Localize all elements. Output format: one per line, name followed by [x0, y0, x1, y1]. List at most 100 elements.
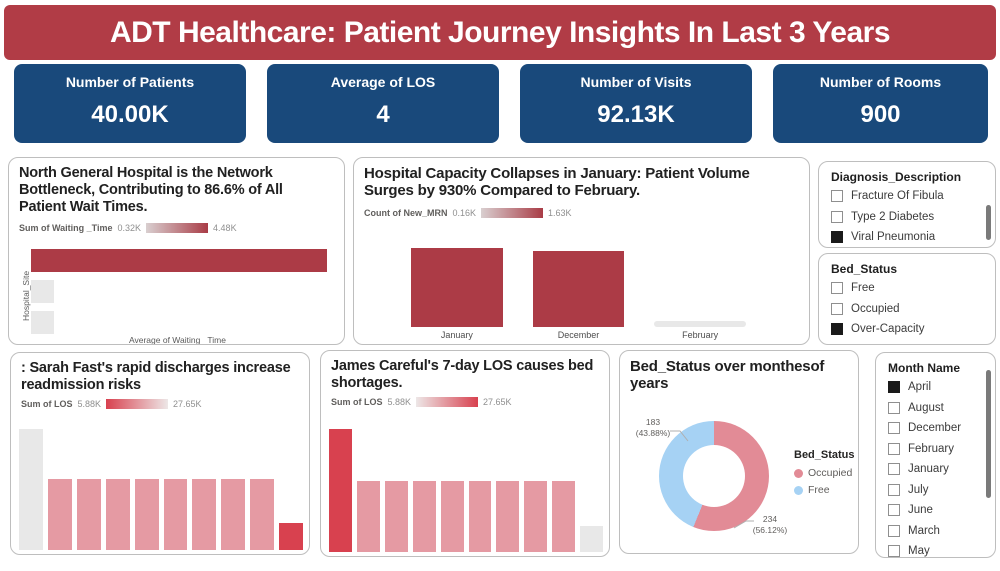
slicer-item-label: Type 2 Diabetes	[851, 210, 935, 223]
kpi-card-patients[interactable]: Number of Patients 40.00K	[14, 64, 246, 143]
category-label: January	[440, 330, 473, 340]
slicer-item[interactable]: May	[888, 541, 995, 557]
color-legend: Count of New_MRN 0.16K 1.63K	[354, 208, 582, 218]
legend-label: Sum of LOS	[21, 399, 73, 409]
bar-8[interactable]	[250, 478, 275, 550]
slicer-item[interactable]: June	[888, 500, 995, 521]
slicer-item-label: Occupied	[851, 302, 900, 315]
slicer-title: Month Name	[888, 361, 960, 375]
chart-title: North General Hospital is the Network Bo…	[19, 165, 283, 215]
bar-0[interactable]	[329, 429, 352, 552]
bar-0[interactable]	[411, 248, 503, 327]
bar-0[interactable]	[31, 249, 327, 272]
slicer-item[interactable]: February	[888, 439, 995, 460]
checkbox[interactable]	[888, 401, 900, 414]
chart-title: James Careful's 7-day LOS causes bed sho…	[331, 358, 594, 391]
bar-2[interactable]	[384, 480, 408, 552]
legend-item-free[interactable]: Free	[794, 484, 855, 496]
bar-3[interactable]	[105, 478, 130, 550]
gradient-legend-swatch	[146, 223, 209, 233]
header-banner: ADT Healthcare: Patient Journey Insights…	[4, 5, 996, 60]
slicer-item[interactable]: Type 2 Diabetes	[831, 207, 995, 228]
gradient-legend-swatch	[416, 397, 479, 407]
bar-1[interactable]	[356, 480, 380, 552]
legend-item-occupied[interactable]: Occupied	[794, 467, 855, 479]
legend-label: Sum of Waiting _Time	[19, 223, 113, 233]
slicer-item[interactable]: Viral Pneumonia	[831, 227, 995, 247]
checkbox[interactable]	[888, 483, 900, 496]
checkbox[interactable]	[888, 524, 900, 537]
checkbox-checked[interactable]	[831, 323, 843, 336]
slicer-item[interactable]: August	[888, 398, 995, 419]
bar-7[interactable]	[524, 480, 548, 552]
donut-label-free: 183 (43.88%)	[628, 417, 678, 439]
donut-label-value: 234	[762, 514, 778, 524]
monthly-volume-chart-panel: Hospital Capacity Collapses in January: …	[353, 157, 810, 345]
bar-1[interactable]	[31, 280, 54, 303]
month-slicer-list: April August December February January July Ju…	[876, 377, 995, 557]
column-chart	[329, 429, 604, 552]
slicer-item[interactable]: Occupied	[831, 299, 995, 320]
legend-item-label: Occupied	[808, 467, 853, 479]
bar-2[interactable]	[654, 321, 747, 327]
bar-0[interactable]	[19, 429, 43, 550]
scrollbar[interactable]	[986, 370, 991, 498]
checkbox[interactable]	[831, 302, 843, 315]
checkbox[interactable]	[888, 463, 900, 476]
kpi-card-los[interactable]: Average of LOS 4	[267, 64, 499, 143]
checkbox-checked[interactable]	[831, 231, 843, 244]
james-los-chart-panel: James Careful's 7-day LOS causes bed sho…	[320, 350, 610, 557]
kpi-value: 4	[376, 101, 390, 128]
kpi-card-rooms[interactable]: Number of Rooms 900	[773, 64, 988, 143]
legend-item-label: Free	[808, 484, 830, 496]
checkbox[interactable]	[831, 190, 843, 203]
slicer-item[interactable]: July	[888, 480, 995, 501]
legend-max: 27.65K	[173, 399, 202, 409]
scrollbar[interactable]	[986, 205, 991, 240]
bar-2[interactable]	[31, 311, 54, 334]
bar-4[interactable]	[440, 480, 464, 552]
checkbox[interactable]	[888, 422, 900, 435]
bar-9[interactable]	[279, 523, 304, 550]
bar-1[interactable]	[532, 251, 625, 327]
bar-9[interactable]	[580, 526, 604, 552]
chart-title: Bed_Status over monthesof years	[630, 358, 825, 393]
donut-chart[interactable]	[659, 421, 769, 531]
slicer-item[interactable]: Free	[831, 278, 995, 299]
occupied-color-dot	[794, 468, 803, 478]
bar-1[interactable]	[47, 478, 72, 550]
bar-4[interactable]	[134, 478, 159, 550]
checkbox[interactable]	[831, 282, 843, 295]
bed-status-slicer-panel: Bed_Status Free Occupied Over-Capacity	[818, 253, 996, 345]
bar-6[interactable]	[496, 480, 520, 552]
kpi-card-visits[interactable]: Number of Visits 92.13K	[520, 64, 752, 143]
slicer-item-label: April	[908, 381, 932, 394]
bar-8[interactable]	[552, 480, 576, 552]
gradient-legend-swatch	[481, 208, 544, 218]
slicer-item-label: July	[908, 483, 929, 496]
checkbox[interactable]	[888, 545, 900, 557]
slicer-item-label: Viral Pneumonia	[851, 231, 936, 244]
slicer-item[interactable]: January	[888, 459, 995, 480]
slicer-item[interactable]: April	[888, 377, 995, 398]
slicer-title: Diagnosis_Description	[831, 170, 962, 184]
bar-3[interactable]	[412, 480, 436, 552]
slicer-item[interactable]: December	[888, 418, 995, 439]
bar-6[interactable]	[192, 478, 217, 550]
kpi-label: Number of Visits	[580, 74, 692, 90]
checkbox[interactable]	[831, 210, 843, 223]
bar-5[interactable]	[468, 480, 492, 552]
slicer-item-label: Fracture Of Fibula	[851, 190, 944, 203]
checkbox[interactable]	[888, 504, 900, 517]
bar-5[interactable]	[163, 478, 188, 550]
checkbox-checked[interactable]	[888, 381, 900, 394]
checkbox[interactable]	[888, 442, 900, 455]
bar-7[interactable]	[221, 478, 246, 550]
slicer-item[interactable]: Over-Capacity	[831, 319, 995, 340]
y-axis-title: Hospital_Site	[21, 270, 31, 321]
kpi-value: 40.00K	[91, 101, 169, 128]
bar-2[interactable]	[76, 478, 101, 550]
slicer-item[interactable]: Fracture Of Fibula	[831, 186, 995, 207]
slicer-item[interactable]: March	[888, 521, 995, 542]
x-axis-title: Average of Waiting _Time	[128, 335, 226, 345]
